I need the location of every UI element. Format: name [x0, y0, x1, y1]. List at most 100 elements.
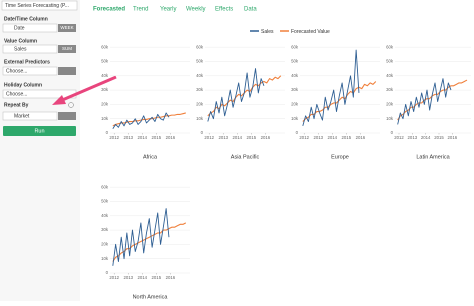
tabs: Forecasted Trend Yearly Weekly Effects Data — [93, 7, 257, 13]
y-tick-label: 20k — [101, 242, 109, 247]
y-tick-label: 40k — [196, 73, 204, 78]
x-tick-label: 2014 — [137, 275, 147, 280]
y-tick-label: 50k — [101, 199, 109, 204]
select-text: Sales — [14, 46, 27, 52]
y-tick-label: 0 — [106, 130, 109, 135]
series-line — [302, 49, 360, 126]
y-tick-label: 20k — [101, 102, 109, 107]
series-line — [207, 75, 282, 117]
chart-title: Europe — [331, 154, 349, 160]
more-button[interactable] — [58, 67, 76, 75]
select-text: Date — [14, 25, 25, 31]
y-tick-label: 40k — [291, 73, 299, 78]
y-tick-label: 10k — [291, 116, 299, 121]
chart-title: Asia Pacific — [231, 154, 260, 160]
label: Holiday Column — [4, 82, 42, 88]
help-icon[interactable] — [68, 102, 74, 108]
x-tick-label: 2013 — [218, 135, 228, 140]
series-line — [112, 208, 170, 266]
x-tick-label: 2013 — [408, 135, 418, 140]
y-tick-label: 60k — [196, 44, 204, 49]
more-button[interactable] — [58, 112, 76, 120]
series-line — [112, 112, 170, 129]
y-tick-label: 60k — [291, 44, 299, 49]
label: Date/Time Column — [4, 16, 48, 22]
y-tick-label: 20k — [196, 102, 204, 107]
y-tick-label: 50k — [386, 59, 394, 64]
y-tick-label: 10k — [386, 116, 394, 121]
x-tick-label: 2014 — [421, 135, 431, 140]
tab[interactable]: Data — [244, 7, 257, 13]
chart-panel: 0 10k 20k 30k 40k 50k 60k 2012 2013 2014 2015 2016 A… — [196, 44, 285, 160]
x-tick-label: 2012 — [394, 135, 404, 140]
y-tick-label: 20k — [386, 102, 394, 107]
y-tick-label: 30k — [196, 87, 204, 92]
y-tick-label: 60k — [101, 184, 109, 189]
tab[interactable]: Weekly — [186, 7, 206, 13]
tab[interactable]: Yearly — [160, 7, 176, 13]
chart-title: North America — [133, 294, 169, 300]
x-tick-label: 2016 — [448, 135, 458, 140]
tab[interactable]: Trend — [133, 7, 148, 13]
x-tick-label: 2016 — [166, 135, 176, 140]
tab[interactable]: Forecasted — [93, 7, 125, 13]
y-tick-label: 30k — [291, 87, 299, 92]
y-tick-label: 60k — [386, 44, 394, 49]
x-tick-label: 2015 — [152, 135, 162, 140]
legend: Sales Forecasted Value — [250, 29, 330, 35]
analysis-select-text: Time Series Forecasting (P... — [5, 3, 69, 9]
label: Value Column — [4, 38, 37, 44]
button-text: WEEK — [60, 25, 73, 30]
analysis-select[interactable] — [1, 0, 78, 11]
series-line — [397, 78, 452, 125]
y-tick-label: 50k — [101, 59, 109, 64]
y-tick-label: 40k — [101, 213, 109, 218]
tab[interactable]: Effects — [215, 7, 233, 13]
y-tick-label: 0 — [391, 130, 394, 135]
x-tick-label: 2016 — [166, 275, 176, 280]
label: Repeat By — [4, 102, 29, 108]
x-tick-label: 2015 — [434, 135, 444, 140]
chart-panel: 0 10k 20k 30k 40k 50k 60k 2012 2013 2014 2015 2016 L… — [386, 44, 471, 160]
predictors-select[interactable] — [2, 66, 58, 76]
x-tick-label: 2012 — [204, 135, 214, 140]
agg-button[interactable] — [58, 45, 76, 53]
chart-panel: 0 10k 20k 30k 40k 50k 60k 2012 2013 2014 2015 2016 E… — [291, 44, 380, 160]
date-select[interactable] — [2, 23, 58, 33]
chart-panel: 0 10k 20k 30k 40k 50k 60k 2012 2013 2014 2015 2016 N… — [101, 184, 190, 300]
chart-title: Latin America — [416, 154, 450, 160]
run-button[interactable] — [3, 126, 76, 136]
value-select[interactable] — [2, 44, 58, 54]
x-tick-label: 2012 — [109, 135, 119, 140]
select-text: Choose... — [6, 68, 27, 74]
x-tick-label: 2015 — [342, 135, 352, 140]
y-tick-label: 0 — [296, 130, 299, 135]
label: External Predictors — [4, 59, 50, 65]
y-tick-label: 10k — [101, 116, 109, 121]
x-tick-label: 2013 — [313, 135, 323, 140]
date-unit-button[interactable] — [58, 24, 76, 32]
select-text: Choose... — [6, 91, 27, 97]
y-tick-label: 50k — [291, 59, 299, 64]
chart-panel: 0 10k 20k 30k 40k 50k 60k 2012 2013 2014 2015 2016 A… — [101, 44, 190, 160]
x-tick-label: 2016 — [261, 135, 271, 140]
y-tick-label: 0 — [201, 130, 204, 135]
x-tick-label: 2013 — [123, 275, 133, 280]
y-tick-label: 0 — [106, 270, 109, 275]
annotation-arrow — [52, 75, 117, 105]
chart-title: Africa — [143, 154, 158, 160]
repeat-select[interactable] — [2, 111, 58, 121]
x-tick-label: 2012 — [299, 135, 309, 140]
series-line — [302, 81, 377, 122]
x-tick-label: 2016 — [356, 135, 366, 140]
y-tick-label: 20k — [291, 102, 299, 107]
series-line — [112, 112, 186, 127]
x-tick-label: 2015 — [247, 135, 257, 140]
y-tick-label: 40k — [386, 73, 394, 78]
x-tick-label: 2012 — [109, 275, 119, 280]
x-tick-label: 2013 — [123, 135, 133, 140]
y-tick-label: 30k — [101, 87, 109, 92]
select-text: Market — [14, 113, 30, 119]
y-tick-label: 10k — [101, 256, 109, 261]
